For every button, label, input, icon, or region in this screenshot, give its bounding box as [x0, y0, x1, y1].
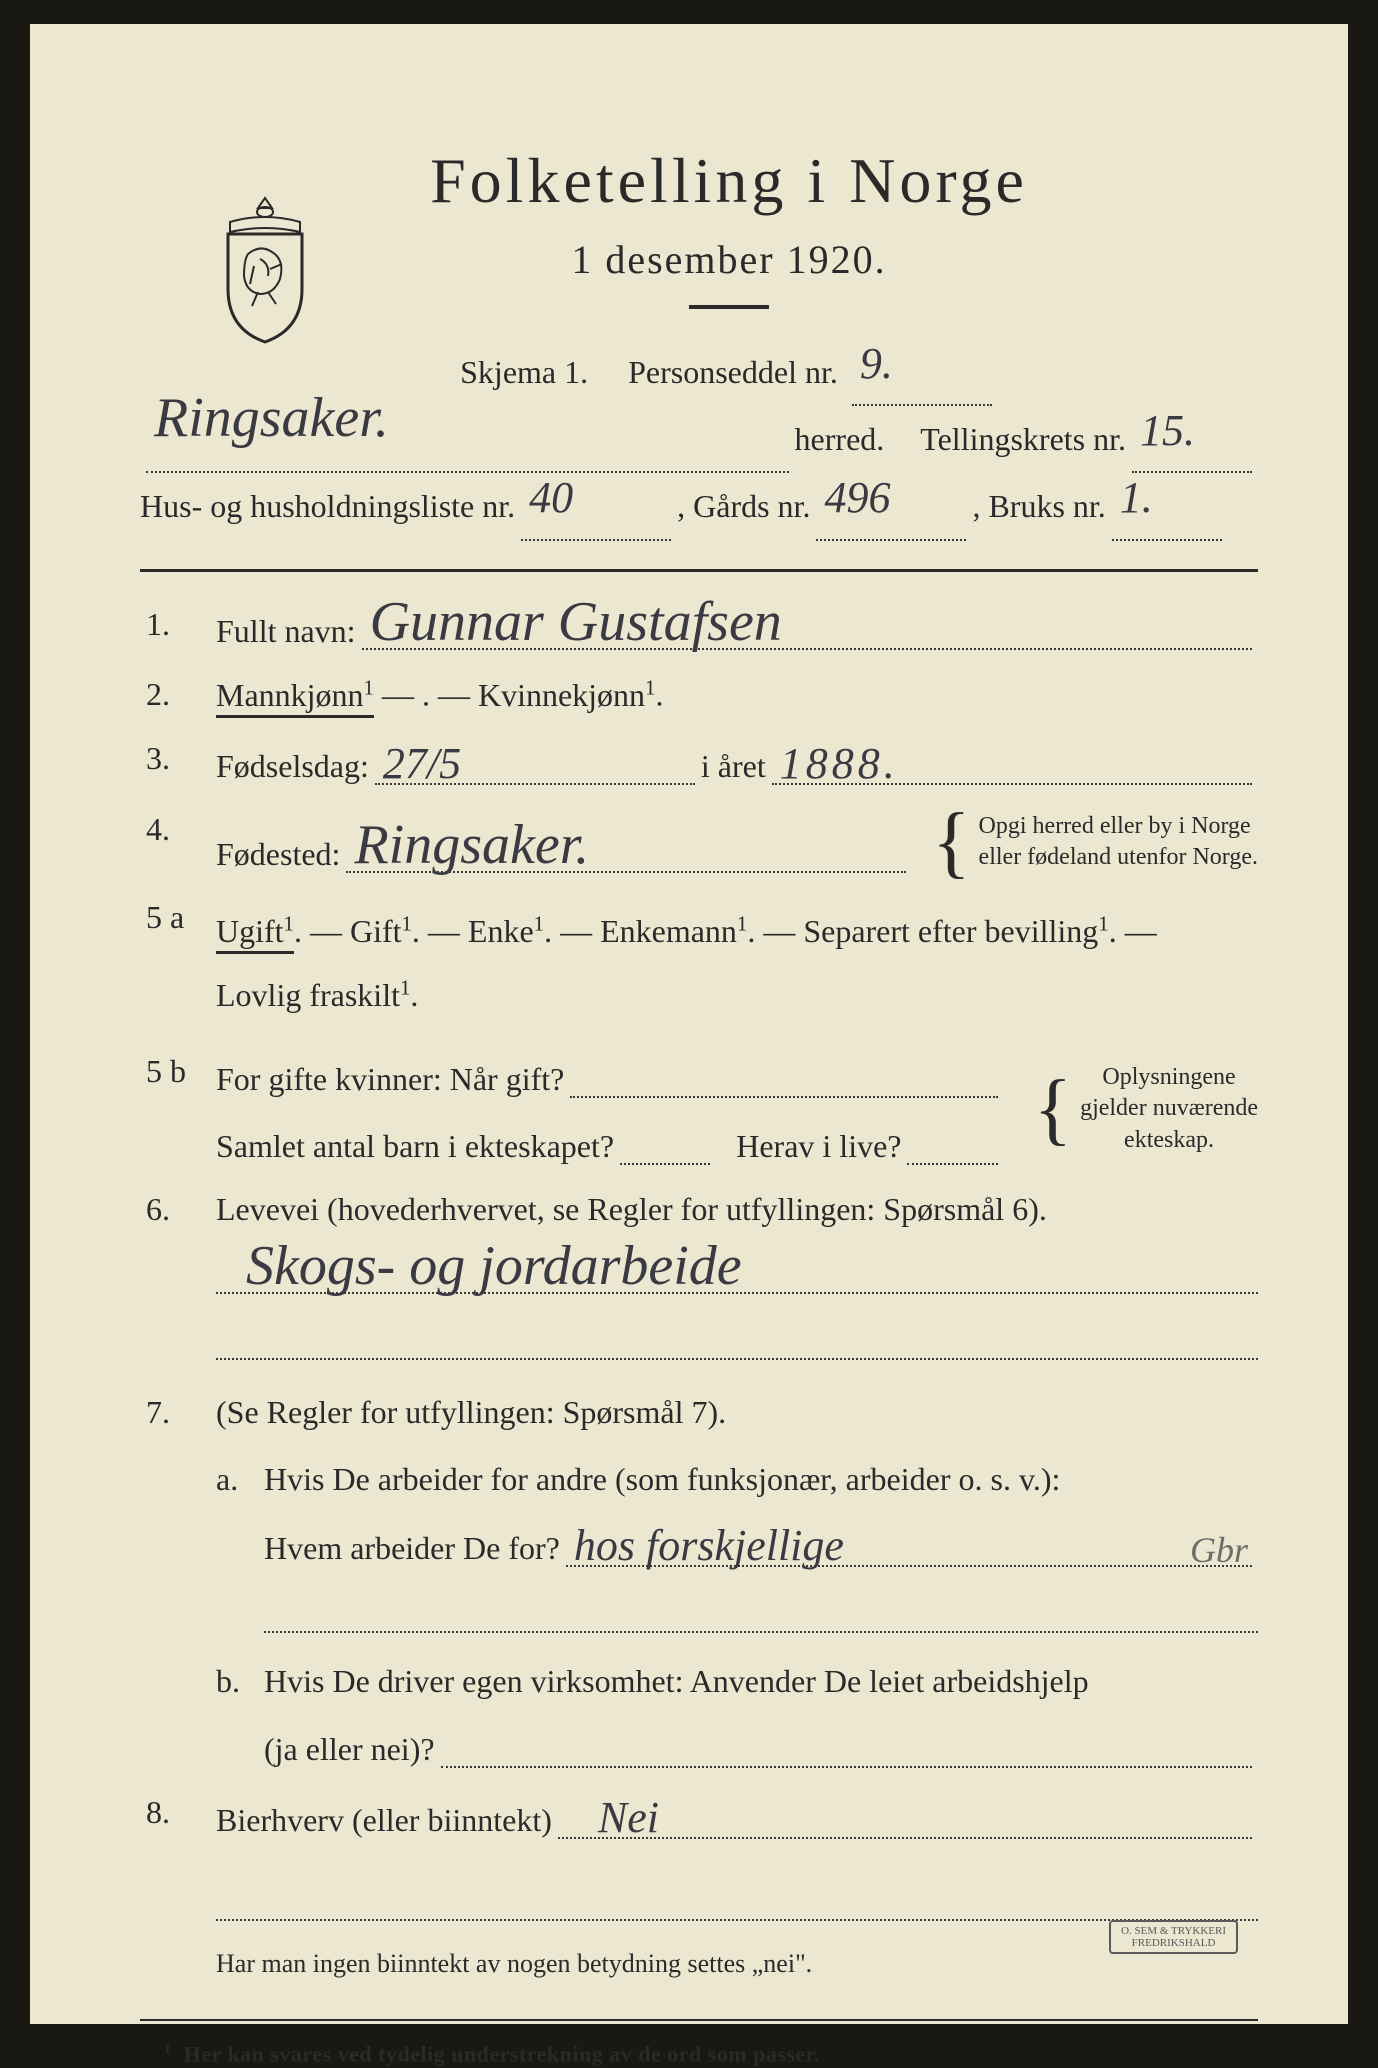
q7b-line2: (ja eller nei)?	[264, 1731, 435, 1768]
gards-label: , Gårds nr.	[677, 473, 810, 540]
meta-block: Skjema 1. Personseddel nr. 9. Ringsaker.…	[140, 339, 1258, 541]
q2-kvinne: Kvinnekjønn1	[478, 677, 656, 713]
q4-value: Ringsaker.	[354, 813, 589, 877]
herred-value: Ringsaker.	[154, 360, 389, 478]
q5b-l2b: Herav i live?	[736, 1128, 901, 1165]
q5a-gift: Gift1	[350, 913, 412, 949]
q7: 7. (Se Regler for utfyllingen: Spørsmål …	[140, 1394, 1258, 1769]
title-block: Folketelling i Norge 1 desember 1920.	[200, 144, 1258, 309]
q6: 6. Levevei (hovederhvervet, se Regler fo…	[140, 1191, 1258, 1360]
page-subtitle: 1 desember 1920.	[200, 236, 1258, 283]
q7-label: (Se Regler for utfyllingen: Spørsmål 7).	[216, 1394, 1258, 1431]
q3-mid: i året	[701, 748, 766, 785]
q4-note: { Opgi herred eller by i Norge eller fød…	[932, 811, 1258, 873]
q5a-num: 5 a	[140, 899, 216, 936]
skjema-label: Skjema 1.	[460, 339, 588, 406]
footnote: 1 Her kan svares ved tydelig understrekn…	[140, 2041, 1258, 2067]
q1-value: Gunnar Gustafsen	[370, 590, 782, 654]
question-list: 1. Fullt navn: Gunnar Gustafsen 2. Mannk…	[140, 606, 1258, 2068]
personseddel-nr: 9.	[860, 318, 893, 410]
q8: 8. Bierhverv (eller biinntekt) Nei	[140, 1794, 1258, 1839]
q7a-marginal: Gbr	[1190, 1529, 1248, 1571]
q7a-value: hos forskjellige	[574, 1520, 844, 1571]
q5b: 5 b For gifte kvinner: Når gift? Samlet …	[140, 1053, 1258, 1165]
husholdning-nr: 40	[529, 452, 573, 544]
q7b-letter: b.	[216, 1663, 264, 1769]
q8-label: Bierhverv (eller biinntekt)	[216, 1802, 552, 1839]
q3: 3. Fødselsdag: 27/5 i året 1888.	[140, 740, 1258, 785]
coat-of-arms-icon	[210, 194, 320, 344]
q7a-line2-label: Hvem arbeider De for?	[264, 1530, 560, 1567]
q5b-l2a: Samlet antal barn i ekteskapet?	[216, 1128, 614, 1165]
husholdning-label: Hus- og husholdningsliste nr.	[140, 473, 515, 540]
q5a-enke: Enke1	[468, 913, 544, 949]
q3-year: 1888.	[780, 738, 899, 789]
q5b-note: { Oplysningene gjelder nuværende ekteska…	[1034, 1062, 1258, 1156]
bruks-nr: 1.	[1120, 452, 1153, 544]
q6-label: Levevei (hovederhvervet, se Regler for u…	[216, 1191, 1258, 1228]
q6-num: 6.	[140, 1191, 216, 1228]
q3-num: 3.	[140, 740, 216, 777]
q1-num: 1.	[140, 606, 216, 643]
q5a-enkemann: Enkemann1	[600, 913, 747, 949]
q4-num: 4.	[140, 811, 216, 848]
tellingskrets-label: Tellingskrets nr.	[920, 406, 1126, 473]
divider-main	[140, 569, 1258, 572]
printer-stamp: O. SEM & TRYKKERI FREDRIKSHALD	[1109, 1920, 1238, 1954]
q2-mann: Mannkjønn1	[216, 677, 374, 718]
q5b-l1: For gifte kvinner: Når gift?	[216, 1061, 564, 1098]
q3-label: Fødselsdag:	[216, 748, 369, 785]
bruks-label: , Bruks nr.	[972, 473, 1105, 540]
q5a: 5 a Ugift1. — Gift1. — Enke1. — Enkemann…	[140, 899, 1258, 1027]
footer-note-above: Har man ingen biinntekt av nogen betydni…	[216, 1949, 1258, 1979]
census-form-page: Folketelling i Norge 1 desember 1920. Sk…	[30, 24, 1348, 2024]
page-title: Folketelling i Norge	[200, 144, 1258, 218]
q7-num: 7.	[140, 1394, 216, 1431]
q7a-line1: Hvis De arbeider for andre (som funksjon…	[264, 1461, 1258, 1498]
q5a-ugift: Ugift1	[216, 913, 294, 954]
q5b-num: 5 b	[140, 1053, 216, 1090]
title-rule	[689, 305, 769, 309]
q1: 1. Fullt navn: Gunnar Gustafsen	[140, 606, 1258, 651]
q4-label: Fødested:	[216, 836, 340, 873]
q1-label: Fullt navn:	[216, 613, 356, 650]
divider-footer	[140, 2019, 1258, 2021]
q7b-line1: Hvis De driver egen virksomhet: Anvender…	[264, 1663, 1258, 1700]
q7a-letter: a.	[216, 1461, 264, 1633]
q5a-fraskilt: Lovlig fraskilt1	[216, 977, 410, 1013]
q8-value: Nei	[598, 1792, 659, 1843]
q8-num: 8.	[140, 1794, 216, 1831]
q3-day: 27/5	[383, 738, 461, 789]
personseddel-label: Personseddel nr.	[628, 339, 838, 406]
q2: 2. Mannkjønn1 — . — Kvinnekjønn1.	[140, 676, 1258, 714]
gards-nr: 496	[824, 452, 890, 544]
q5a-separert: Separert efter bevilling1	[803, 913, 1108, 949]
q4: 4. Fødested: Ringsaker. { Opgi herred el…	[140, 811, 1258, 873]
q2-num: 2.	[140, 676, 216, 713]
q6-value: Skogs- og jordarbeide	[246, 1234, 742, 1298]
